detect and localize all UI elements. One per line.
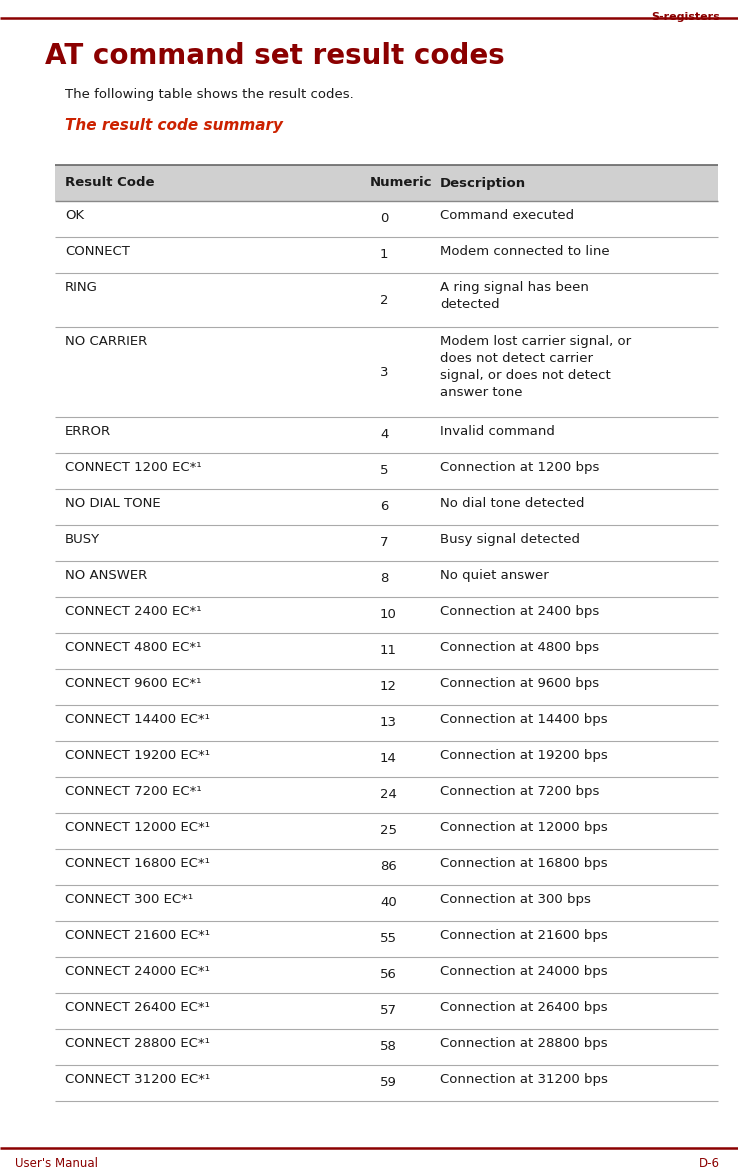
Text: CONNECT 9600 EC*¹: CONNECT 9600 EC*¹ [65, 677, 201, 690]
Text: 57: 57 [380, 1004, 397, 1017]
Text: 55: 55 [380, 933, 397, 946]
Text: CONNECT 21600 EC*¹: CONNECT 21600 EC*¹ [65, 929, 210, 942]
Text: Command executed: Command executed [440, 209, 574, 222]
Text: Numeric: Numeric [370, 177, 432, 190]
Bar [55, 165, 718, 202]
Text: Connection at 4800 bps: Connection at 4800 bps [440, 641, 599, 654]
Text: 1: 1 [380, 248, 388, 261]
Text: CONNECT 31200 EC*¹: CONNECT 31200 EC*¹ [65, 1074, 210, 1086]
Text: S-registers: S-registers [651, 12, 720, 22]
Text: 2: 2 [380, 293, 388, 307]
Text: 6: 6 [380, 500, 388, 513]
Text: Connection at 12000 bps: Connection at 12000 bps [440, 822, 608, 834]
Text: 3: 3 [380, 366, 388, 379]
Text: Connection at 28800 bps: Connection at 28800 bps [440, 1037, 607, 1050]
Text: 8: 8 [380, 572, 388, 586]
Text: No quiet answer: No quiet answer [440, 568, 549, 582]
Text: D-6: D-6 [699, 1157, 720, 1170]
Text: 59: 59 [380, 1077, 397, 1090]
Text: AT command set result codes: AT command set result codes [45, 42, 505, 70]
Text: 24: 24 [380, 789, 397, 802]
Text: Connection at 7200 bps: Connection at 7200 bps [440, 785, 599, 798]
Text: 12: 12 [380, 681, 397, 694]
Text: Connection at 24000 bps: Connection at 24000 bps [440, 965, 607, 977]
Text: CONNECT 4800 EC*¹: CONNECT 4800 EC*¹ [65, 641, 201, 654]
Text: Description: Description [440, 177, 526, 190]
Text: 56: 56 [380, 968, 397, 981]
Text: Connection at 14400 bps: Connection at 14400 bps [440, 713, 607, 725]
Text: 25: 25 [380, 824, 397, 838]
Text: CONNECT 14400 EC*¹: CONNECT 14400 EC*¹ [65, 713, 210, 725]
Text: ERROR: ERROR [65, 425, 111, 438]
Text: Connection at 16800 bps: Connection at 16800 bps [440, 857, 607, 870]
Text: BUSY: BUSY [65, 533, 100, 546]
Text: 13: 13 [380, 716, 397, 729]
Text: CONNECT 26400 EC*¹: CONNECT 26400 EC*¹ [65, 1001, 210, 1014]
Text: The following table shows the result codes.: The following table shows the result cod… [65, 88, 354, 101]
Text: Connection at 21600 bps: Connection at 21600 bps [440, 929, 608, 942]
Text: OK: OK [65, 209, 84, 222]
Text: CONNECT 2400 EC*¹: CONNECT 2400 EC*¹ [65, 605, 201, 618]
Text: Connection at 9600 bps: Connection at 9600 bps [440, 677, 599, 690]
Text: Busy signal detected: Busy signal detected [440, 533, 580, 546]
Text: Connection at 26400 bps: Connection at 26400 bps [440, 1001, 607, 1014]
Text: 86: 86 [380, 860, 397, 873]
Text: CONNECT 300 EC*¹: CONNECT 300 EC*¹ [65, 893, 193, 906]
Text: Connection at 19200 bps: Connection at 19200 bps [440, 749, 608, 762]
Text: CONNECT 7200 EC*¹: CONNECT 7200 EC*¹ [65, 785, 201, 798]
Text: 58: 58 [380, 1041, 397, 1054]
Text: NO DIAL TONE: NO DIAL TONE [65, 497, 161, 510]
Text: Invalid command: Invalid command [440, 425, 555, 438]
Text: 7: 7 [380, 537, 388, 550]
Text: 11: 11 [380, 645, 397, 657]
Text: CONNECT 1200 EC*¹: CONNECT 1200 EC*¹ [65, 461, 201, 473]
Text: 0: 0 [380, 212, 388, 225]
Text: No dial tone detected: No dial tone detected [440, 497, 584, 510]
Text: Connection at 31200 bps: Connection at 31200 bps [440, 1074, 608, 1086]
Text: User's Manual: User's Manual [15, 1157, 98, 1170]
Text: CONNECT 19200 EC*¹: CONNECT 19200 EC*¹ [65, 749, 210, 762]
Text: Connection at 300 bps: Connection at 300 bps [440, 893, 591, 906]
Text: CONNECT 24000 EC*¹: CONNECT 24000 EC*¹ [65, 965, 210, 977]
Text: NO CARRIER: NO CARRIER [65, 335, 148, 348]
Text: Connection at 2400 bps: Connection at 2400 bps [440, 605, 599, 618]
Text: RING: RING [65, 281, 98, 294]
Text: 10: 10 [380, 608, 397, 621]
Text: 14: 14 [380, 752, 397, 765]
Text: CONNECT 16800 EC*¹: CONNECT 16800 EC*¹ [65, 857, 210, 870]
Text: Connection at 1200 bps: Connection at 1200 bps [440, 461, 599, 473]
Text: 5: 5 [380, 464, 388, 477]
Text: 4: 4 [380, 429, 388, 442]
Text: A ring signal has been
detected: A ring signal has been detected [440, 281, 589, 311]
Text: 40: 40 [380, 897, 397, 909]
Text: Result Code: Result Code [65, 177, 154, 190]
Text: The result code summary: The result code summary [65, 118, 283, 132]
Text: CONNECT 28800 EC*¹: CONNECT 28800 EC*¹ [65, 1037, 210, 1050]
Text: NO ANSWER: NO ANSWER [65, 568, 148, 582]
Text: CONNECT 12000 EC*¹: CONNECT 12000 EC*¹ [65, 822, 210, 834]
Text: CONNECT: CONNECT [65, 245, 130, 258]
Text: Modem lost carrier signal, or
does not detect carrier
signal, or does not detect: Modem lost carrier signal, or does not d… [440, 335, 631, 398]
Text: Modem connected to line: Modem connected to line [440, 245, 610, 258]
